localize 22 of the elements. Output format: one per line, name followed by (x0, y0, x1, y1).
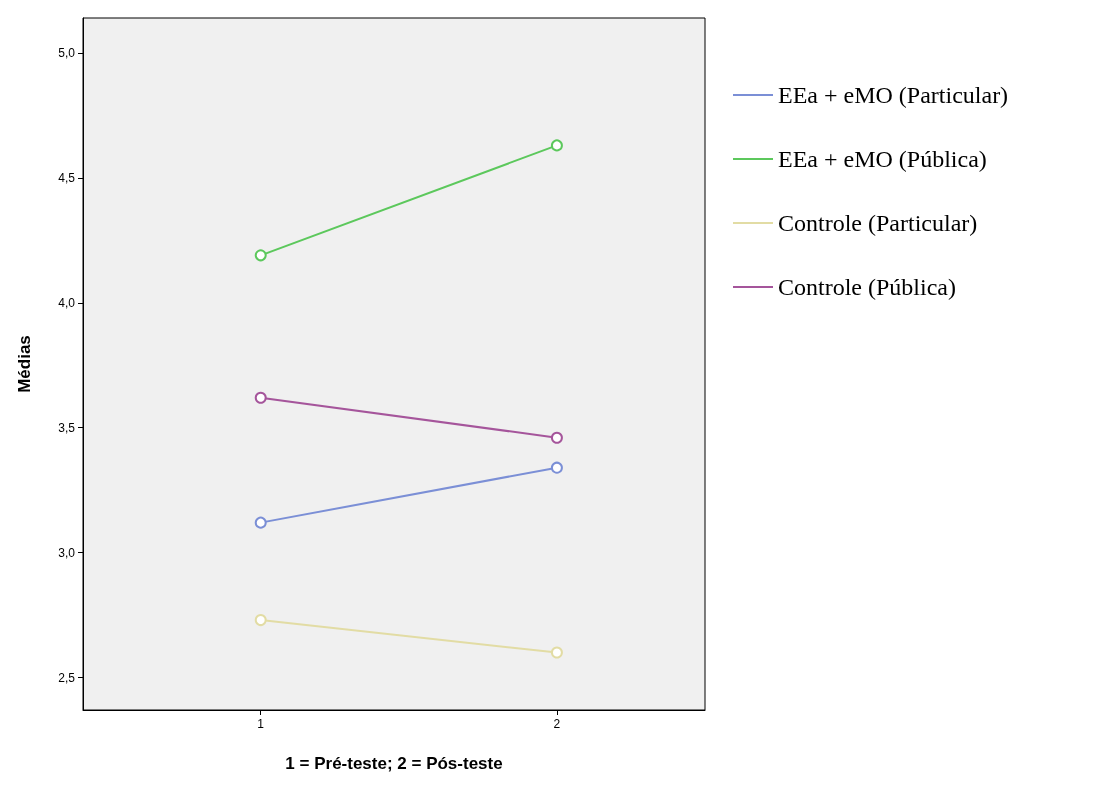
x-axis-title: 1 = Pré-teste; 2 = Pós-teste (285, 754, 503, 773)
point (550, 461, 563, 474)
point (550, 646, 563, 659)
point (254, 249, 267, 262)
legend-label: Controle (Pública) (778, 274, 956, 300)
point (254, 391, 267, 404)
point (550, 431, 563, 444)
point (254, 516, 267, 529)
x-tick-label: 1 (257, 717, 265, 731)
legend-label: EEa + eMO (Pública) (778, 146, 987, 172)
y-tick-label: 4,5 (58, 170, 76, 185)
point (550, 139, 563, 152)
y-tick-label: 3,5 (58, 420, 76, 435)
y-axis-title: Médias (15, 335, 34, 393)
y-tick-label: 5,0 (58, 45, 76, 60)
legend-label: EEa + eMO (Particular) (778, 82, 1009, 108)
x-tick-label: 2 (553, 717, 561, 731)
y-tick-label: 2,5 (58, 670, 76, 685)
y-tick-label: 4,0 (58, 295, 76, 310)
legend-label: Controle (Particular) (778, 210, 978, 236)
point (254, 614, 267, 627)
y-tick-label: 3,0 (58, 545, 76, 560)
